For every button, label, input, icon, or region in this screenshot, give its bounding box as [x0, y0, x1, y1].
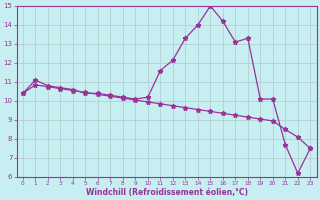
- X-axis label: Windchill (Refroidissement éolien,°C): Windchill (Refroidissement éolien,°C): [85, 188, 248, 197]
